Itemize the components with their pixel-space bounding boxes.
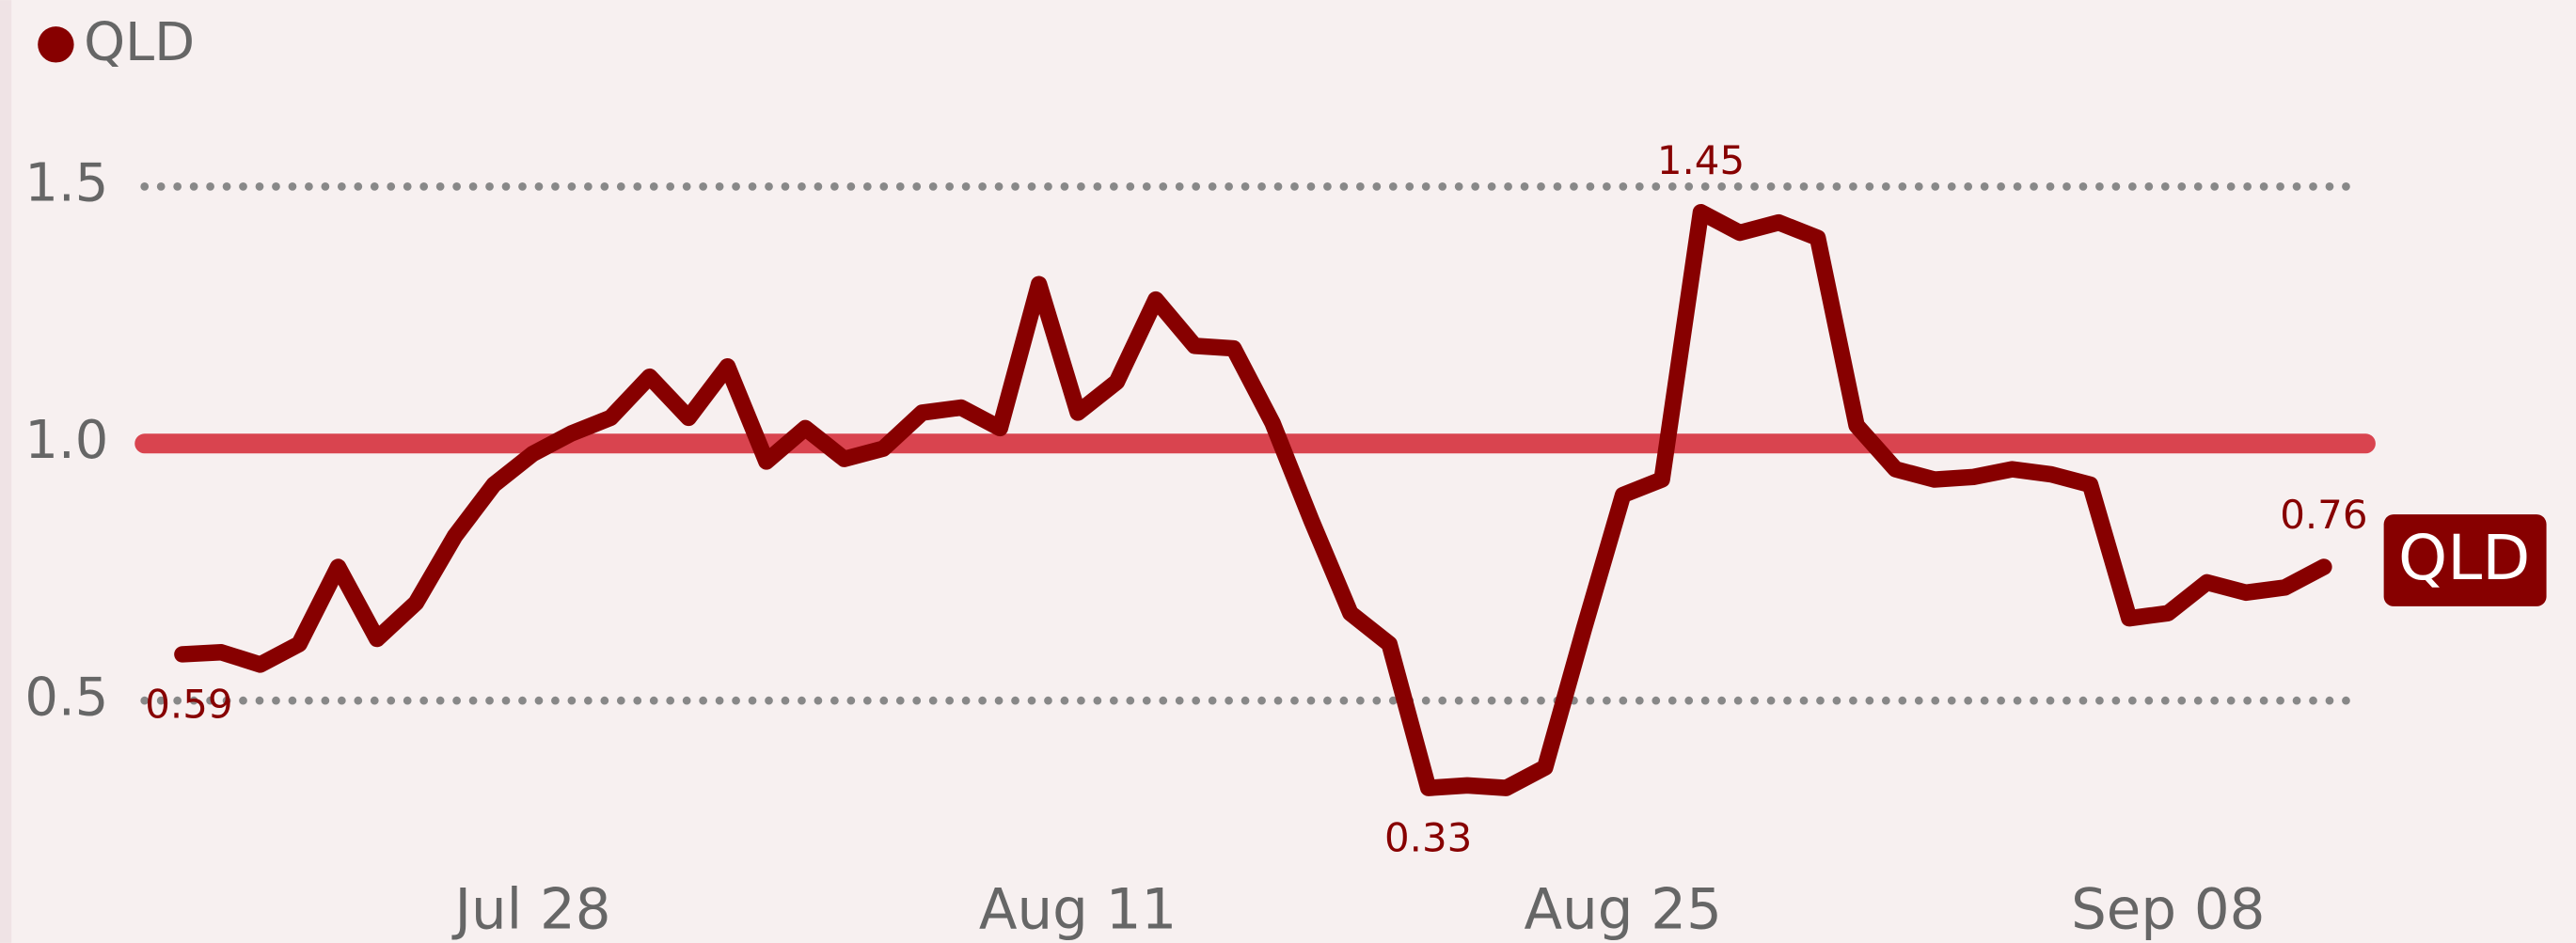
end-label: QLD [2398, 521, 2530, 594]
left-strip [0, 0, 12, 943]
legend-marker [38, 26, 74, 63]
data-label: 1.45 [1657, 137, 1745, 183]
line [174, 203, 2332, 796]
data-label: 0.76 [2280, 492, 2367, 538]
end-label-box [2383, 514, 2547, 606]
data-label: 0.59 [145, 681, 232, 727]
legend-label: QLD [84, 12, 195, 73]
x-tick-label: Aug 25 [1524, 878, 1721, 943]
y-tick-label: 1.0 [24, 410, 108, 471]
x-tick-label: Jul 28 [450, 878, 610, 943]
y-tick-label: 0.5 [24, 667, 108, 728]
x-tick-label: Aug 11 [979, 878, 1177, 943]
y-tick-label: 1.5 [24, 152, 108, 213]
x-tick-label: Sep 08 [2071, 878, 2265, 943]
data-label: 0.33 [1384, 815, 1472, 861]
